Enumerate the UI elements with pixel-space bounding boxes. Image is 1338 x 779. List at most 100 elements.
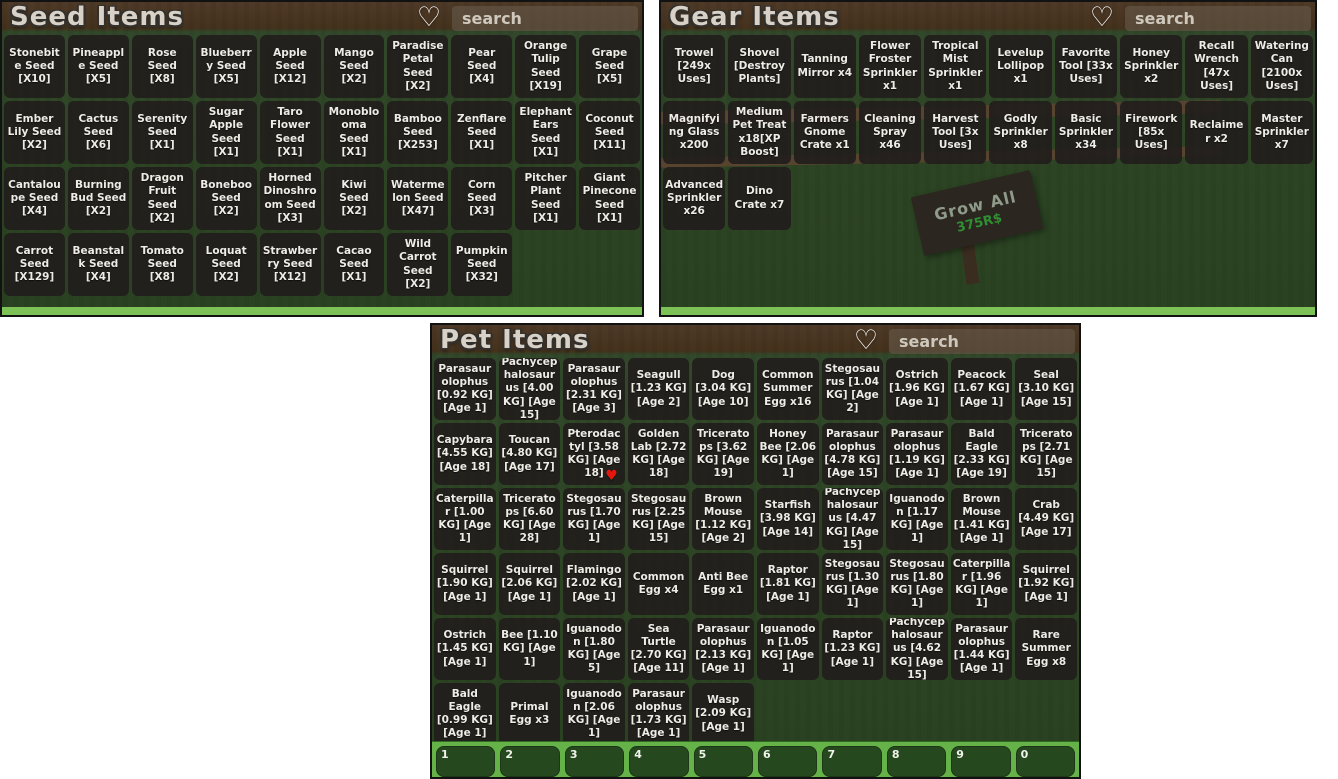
seed-item[interactable]: Ember Lily Seed [X2] bbox=[4, 101, 65, 164]
gear-item[interactable]: Magnifying Glass x200 bbox=[663, 101, 726, 164]
pet-item[interactable]: Wasp [2.09 KG] [Age 1] bbox=[692, 683, 754, 745]
pet-item[interactable]: Golden Lab [2.72 KG] [Age 18] bbox=[627, 423, 690, 485]
seed-item[interactable]: Wild Carrot Seed [X2] bbox=[387, 233, 449, 296]
gear-item[interactable]: Watering Can [2100x Uses] bbox=[1250, 35, 1313, 98]
seed-item[interactable]: Grape Seed [X5] bbox=[579, 35, 640, 98]
seed-item[interactable]: Loquat Seed [X2] bbox=[195, 233, 257, 296]
pet-search-input[interactable] bbox=[889, 329, 1075, 354]
gear-item[interactable]: Tropical Mist Sprinkler x1 bbox=[924, 35, 987, 98]
pet-item[interactable]: Anti Bee Egg x1 bbox=[692, 553, 754, 615]
gear-item[interactable]: Advanced Sprinkler x26 bbox=[663, 167, 726, 230]
gear-item[interactable]: Basic Sprinkler x34 bbox=[1054, 101, 1118, 164]
pet-item[interactable]: Capybara [4.55 KG] [Age 18] bbox=[434, 423, 496, 485]
seed-item[interactable]: Pitcher Plant Seed [X1] bbox=[515, 167, 577, 230]
pet-item[interactable]: Caterpillar [1.00 KG] [Age 1] bbox=[434, 488, 496, 550]
seed-item[interactable]: Taro Flower Seed [X1] bbox=[259, 101, 321, 164]
seed-item[interactable]: Tomato Seed [X8] bbox=[131, 233, 193, 296]
seed-item[interactable]: Elephant Ears Seed [X1] bbox=[515, 101, 577, 164]
seed-item[interactable]: Cantaloupe Seed [X4] bbox=[4, 167, 65, 230]
pet-item[interactable]: Seagull [1.23 KG] [Age 2] bbox=[627, 358, 690, 420]
pet-item[interactable]: Pachycephalosaurus [4.47 KG] [Age 15] bbox=[821, 488, 884, 550]
pet-item[interactable]: Raptor [1.81 KG] [Age 1] bbox=[756, 553, 819, 615]
pet-item[interactable]: Iguanodon [1.05 KG] [Age 1] bbox=[756, 618, 819, 680]
favorites-heart-icon[interactable]: ♡ bbox=[853, 325, 879, 356]
pet-item[interactable]: Bee [1.10 KG] [Age 1] bbox=[498, 618, 561, 680]
pet-item[interactable]: Crab [4.49 KG] [Age 17] bbox=[1015, 488, 1077, 550]
seed-item[interactable]: Pineapple Seed [X5] bbox=[67, 35, 129, 98]
pet-item[interactable]: Pachycephalosaurus [4.00 KG] [Age 15] bbox=[498, 358, 561, 420]
gear-item[interactable]: Favorite Tool [33x Uses] bbox=[1054, 35, 1118, 98]
gear-item[interactable]: Honey Sprinkler x2 bbox=[1120, 35, 1183, 98]
gear-item[interactable]: Tanning Mirror x4 bbox=[793, 35, 856, 98]
pet-item[interactable]: Iguanodon [1.17 KG] [Age 1] bbox=[886, 488, 948, 550]
seed-item[interactable]: Blueberry Seed [X5] bbox=[195, 35, 257, 98]
pet-item[interactable]: Common Summer Egg x16 bbox=[756, 358, 819, 420]
seed-item[interactable]: Orange Tulip Seed [X19] bbox=[515, 35, 577, 98]
pet-item[interactable]: Raptor [1.23 KG] [Age 1] bbox=[821, 618, 884, 680]
seed-item[interactable]: Stonebite Seed [X10] bbox=[4, 35, 65, 98]
pet-item[interactable]: Bald Eagle [0.99 KG] [Age 1] bbox=[434, 683, 496, 745]
pet-item[interactable]: Squirrel [1.92 KG] [Age 1] bbox=[1015, 553, 1077, 615]
seed-item[interactable]: Sugar Apple Seed [X1] bbox=[195, 101, 257, 164]
seed-item[interactable]: Pumpkin Seed [X32] bbox=[451, 233, 513, 296]
pet-item[interactable]: Caterpillar [1.96 KG] [Age 1] bbox=[950, 553, 1013, 615]
seed-item[interactable]: Bamboo Seed [X253] bbox=[387, 101, 449, 164]
pet-item[interactable]: Toucan [4.80 KG] [Age 17] bbox=[498, 423, 561, 485]
seed-item[interactable]: Corn Seed [X3] bbox=[451, 167, 513, 230]
pet-item[interactable]: Ostrich [1.96 KG] [Age 1] bbox=[886, 358, 948, 420]
gear-item[interactable]: Trowel [249x Uses] bbox=[663, 35, 726, 98]
gear-item[interactable]: Flower Froster Sprinkler x1 bbox=[858, 35, 922, 98]
pet-item[interactable]: Parasaurolophus [4.78 KG] [Age 15] bbox=[821, 423, 884, 485]
pet-item[interactable]: Squirrel [2.06 KG] [Age 1] bbox=[498, 553, 561, 615]
seed-item[interactable]: Kiwi Seed [X2] bbox=[323, 167, 385, 230]
pet-item[interactable]: Common Egg x4 bbox=[627, 553, 690, 615]
pet-item[interactable]: Ostrich [1.45 KG] [Age 1] bbox=[434, 618, 496, 680]
pet-item[interactable]: Stegosaurus [1.70 KG] [Age 1] bbox=[563, 488, 625, 550]
pet-item[interactable]: Parasaurolophus [0.92 KG] [Age 1] bbox=[434, 358, 496, 420]
hotbar-slot-7[interactable]: 7 bbox=[822, 746, 882, 777]
seed-item[interactable]: Zenflare Seed [X1] bbox=[451, 101, 513, 164]
pet-item[interactable]: Parasaurolophus [1.44 KG] [Age 1] bbox=[950, 618, 1013, 680]
seed-item[interactable]: Boneboo Seed [X2] bbox=[195, 167, 257, 230]
seed-item[interactable]: Serenity Seed [X1] bbox=[131, 101, 193, 164]
hotbar-slot-4[interactable]: 4 bbox=[629, 746, 689, 777]
seed-item[interactable]: Cactus Seed [X6] bbox=[67, 101, 129, 164]
pet-item[interactable]: Seal [3.10 KG] [Age 15] bbox=[1015, 358, 1077, 420]
seed-item[interactable]: Mango Seed [X2] bbox=[323, 35, 385, 98]
pet-item[interactable]: Parasaurolophus [1.73 KG] [Age 1] bbox=[627, 683, 690, 745]
pet-item[interactable]: Starfish [3.98 KG] [Age 14] bbox=[756, 488, 819, 550]
seed-item[interactable]: Strawberry Seed [X12] bbox=[259, 233, 321, 296]
gear-item[interactable]: Farmers Gnome Crate x1 bbox=[793, 101, 856, 164]
gear-item[interactable]: Medium Pet Treat x18[XP Boost] bbox=[728, 101, 791, 164]
gear-item[interactable]: Godly Sprinkler x8 bbox=[989, 101, 1052, 164]
gear-item[interactable]: Cleaning Spray x46 bbox=[858, 101, 922, 164]
gear-item[interactable]: Recall Wrench [47x Uses] bbox=[1185, 35, 1248, 98]
pet-item[interactable]: Parasaurolophus [1.19 KG] [Age 1] bbox=[886, 423, 948, 485]
hotbar-slot-6[interactable]: 6 bbox=[758, 746, 818, 777]
gear-search-input[interactable] bbox=[1125, 6, 1311, 31]
seed-item[interactable]: Horned Dinoshroom Seed [X3] bbox=[259, 167, 321, 230]
seed-item[interactable]: Beanstalk Seed [X4] bbox=[67, 233, 129, 296]
pet-item[interactable]: Parasaurolophus [2.31 KG] [Age 3] bbox=[563, 358, 625, 420]
seed-item[interactable]: Carrot Seed [X129] bbox=[4, 233, 65, 296]
hotbar-slot-2[interactable]: 2 bbox=[500, 746, 560, 777]
seed-item[interactable]: Pear Seed [X4] bbox=[451, 35, 513, 98]
pet-item[interactable]: Peacock [1.67 KG] [Age 1] bbox=[950, 358, 1013, 420]
favorites-heart-icon[interactable]: ♡ bbox=[416, 2, 442, 33]
seed-item[interactable]: Coconut Seed [X11] bbox=[579, 101, 640, 164]
gear-item[interactable]: Shovel [Destroy Plants] bbox=[728, 35, 791, 98]
seed-item[interactable]: Rose Seed [X8] bbox=[131, 35, 193, 98]
favorites-heart-icon[interactable]: ♡ bbox=[1089, 2, 1115, 33]
pet-item[interactable]: Stegosaurus [1.30 KG] [Age 1] bbox=[821, 553, 884, 615]
hotbar-slot-3[interactable]: 3 bbox=[564, 746, 625, 777]
pet-item[interactable]: Flamingo [2.02 KG] [Age 1] bbox=[563, 553, 625, 615]
pet-item[interactable]: Brown Mouse [1.12 KG] [Age 2] bbox=[692, 488, 754, 550]
hotbar-slot-5[interactable]: 5 bbox=[693, 746, 754, 777]
pet-item[interactable]: Dog [3.04 KG] [Age 10] bbox=[692, 358, 754, 420]
hotbar-slot-8[interactable]: 8 bbox=[886, 746, 947, 777]
seed-item[interactable]: Dragon Fruit Seed [X2] bbox=[131, 167, 193, 230]
pet-item[interactable]: Sea Turtle [2.70 KG] [Age 11] bbox=[627, 618, 690, 680]
gear-item[interactable]: Reclaimer x2 bbox=[1185, 101, 1248, 164]
pet-item[interactable]: Triceratops [3.62 KG] [Age 19] bbox=[692, 423, 754, 485]
gear-item[interactable]: Levelup Lollipop x1 bbox=[989, 35, 1052, 98]
